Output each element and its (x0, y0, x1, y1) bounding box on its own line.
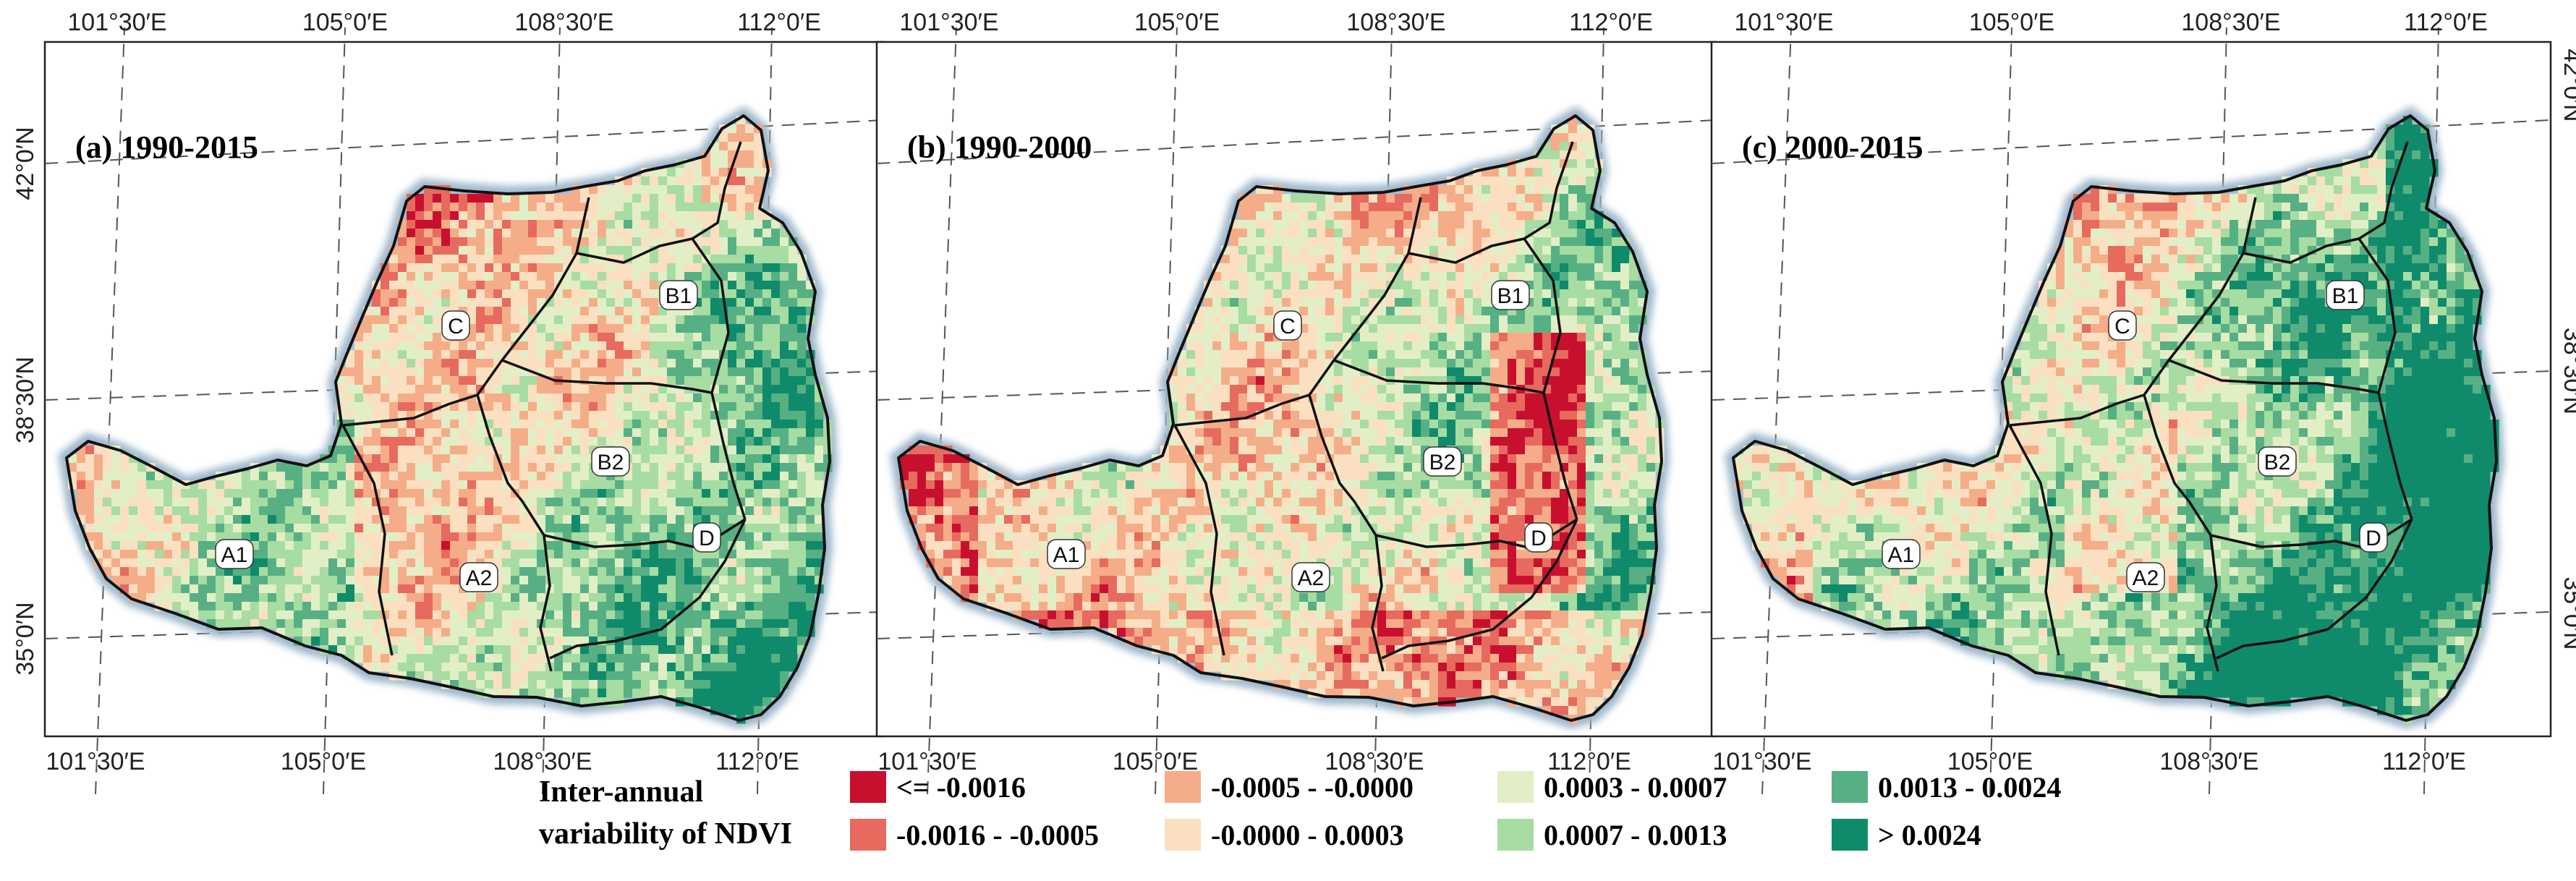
region-label-a1: A1 (1882, 539, 1921, 569)
region-label-a1: A1 (215, 539, 254, 569)
panel-title: (b) 1990-2000 (907, 129, 1092, 165)
lon-tick-bottom: 108°30′E (493, 748, 592, 775)
lon-tick-bottom: 108°30′E (1325, 748, 1424, 775)
legend-item: -0.0016 - -0.0005 (850, 819, 1099, 851)
legend-label: 0.0007 - 0.0013 (1544, 819, 1727, 851)
region-label-b2: B2 (2258, 446, 2297, 477)
legend-item: -0.0000 - 0.0003 (1165, 819, 1404, 851)
region-label-d: D (692, 522, 721, 553)
legend-item: 0.0007 - 0.0013 (1497, 819, 1727, 851)
lon-tick-bottom: 112°0′E (1547, 748, 1631, 775)
region-label-c: C (2108, 310, 2137, 341)
region-label-b1: B1 (1491, 280, 1530, 310)
svg-text:A2: A2 (466, 566, 493, 590)
lon-tick-top: 108°30′E (514, 9, 613, 36)
lon-tick-bottom: 108°30′E (2159, 748, 2258, 775)
lon-tick-top: 101°30′E (899, 9, 998, 36)
legend-item: -0.0005 - -0.0000 (1165, 771, 1414, 804)
legend-swatch (1497, 819, 1534, 851)
lat-tick-right: 35°0′N (2559, 576, 2576, 650)
loess-plateau-boundary (1732, 114, 2498, 722)
legend-item: 0.0003 - 0.0007 (1497, 771, 1727, 804)
lon-tick-top: 105°0′E (1134, 9, 1220, 36)
region-label-b1: B1 (2326, 280, 2365, 310)
legend-item: 0.0013 - 0.0024 (1832, 771, 2061, 804)
ndvi-raster (1735, 116, 2499, 724)
region-label-d: D (2359, 522, 2388, 553)
lon-tick-top: 112°0′E (737, 9, 821, 36)
map-panel-b: A1 A2 B1 B2 C D (b) 1990-2000 101°30′E 101°30′E 1… (875, 9, 1717, 795)
panel-title: (a) 1990-2015 (75, 129, 258, 165)
lon-tick-top: 108°30′E (2181, 9, 2280, 36)
lon-tick-bottom: 105°0′E (1113, 748, 1198, 775)
lon-tick-top: 101°30′E (1734, 9, 1833, 36)
lon-tick-top: 108°30′E (1346, 9, 1445, 36)
region-label-a1: A1 (1047, 539, 1086, 569)
lon-tick-bottom: 105°0′E (281, 748, 366, 775)
legend-swatch (850, 771, 886, 803)
lat-tick-left: 38°30′N (12, 357, 39, 443)
region-label-b1: B1 (659, 280, 698, 310)
lat-tick-left: 35°0′N (12, 602, 39, 675)
lon-tick-top: 112°0′E (2404, 9, 2488, 36)
region-label-a2: A2 (1291, 562, 1330, 592)
legend-label: -0.0005 - -0.0000 (1211, 771, 1414, 804)
svg-text:A1: A1 (221, 543, 248, 567)
region-label-b2: B2 (591, 446, 630, 477)
lon-tick-top: 105°0′E (302, 9, 388, 36)
legend-swatch (1497, 771, 1534, 803)
lon-tick-bottom: 105°0′E (1947, 748, 2033, 775)
legend-item: > 0.0024 (1832, 819, 1981, 851)
loess-plateau-boundary (897, 114, 1663, 722)
svg-text:C: C (448, 315, 464, 339)
panel-title: (c) 2000-2015 (1742, 129, 1924, 165)
map-panel-a: A1 A2 B1 B2 C D (a) 1990-2015 101°30′E 101°30′E 1… (43, 9, 885, 795)
legend-swatch (850, 819, 886, 851)
region-label-b2: B2 (1423, 446, 1462, 477)
lon-tick-bottom: 112°0′E (715, 748, 799, 775)
lon-tick-top: 112°0′E (1569, 9, 1653, 36)
svg-text:B1: B1 (666, 284, 692, 308)
lon-tick-top: 101°30′E (67, 9, 166, 36)
lon-tick-bottom: 101°30′E (46, 748, 145, 775)
ndvi-raster (68, 116, 833, 724)
legend-title-line1: Inter-annual (539, 775, 703, 809)
lon-tick-bottom: 101°30′E (877, 748, 977, 775)
legend-title-line2: variability of NDVI (539, 817, 792, 851)
legend-label: 0.0003 - 0.0007 (1544, 771, 1727, 804)
map-panel-c: A1 A2 B1 B2 C D (c) 2000-2015 101°30′E 101°30′E 1… (1710, 9, 2552, 795)
legend-swatch (1832, 819, 1868, 851)
svg-text:B2: B2 (598, 451, 624, 474)
region-label-c: C (441, 310, 470, 341)
legend-item: <= -0.0016 (850, 771, 1026, 804)
region-label-a2: A2 (459, 562, 498, 592)
lat-tick-left: 42°0′N (12, 127, 39, 200)
legend-swatch (1165, 819, 1201, 851)
lat-tick-right: 42°0′N (2559, 48, 2576, 122)
lon-tick-bottom: 112°0′E (2382, 748, 2466, 775)
legend-label: 0.0013 - 0.0024 (1878, 771, 2061, 804)
loess-plateau-boundary (65, 114, 831, 722)
legend-swatch (1832, 771, 1868, 803)
region-label-d: D (1524, 522, 1553, 553)
region-label-a2: A2 (2126, 562, 2165, 592)
region-label-c: C (1273, 310, 1302, 341)
legend-label: <= -0.0016 (896, 771, 1026, 804)
legend: Inter-annual variability of NDVI <= -0.001… (539, 771, 2061, 851)
legend-label: -0.0000 - 0.0003 (1211, 819, 1404, 851)
subregion-boundaries (2008, 141, 2413, 672)
svg-text:D: D (699, 527, 715, 550)
lat-tick-right: 38°30′N (2559, 328, 2576, 414)
legend-swatch (1165, 771, 1201, 803)
legend-label: -0.0016 - -0.0005 (896, 819, 1099, 851)
legend-label: > 0.0024 (1878, 819, 1981, 851)
lon-tick-top: 105°0′E (1969, 9, 2054, 36)
lon-tick-bottom: 101°30′E (1712, 748, 1811, 775)
